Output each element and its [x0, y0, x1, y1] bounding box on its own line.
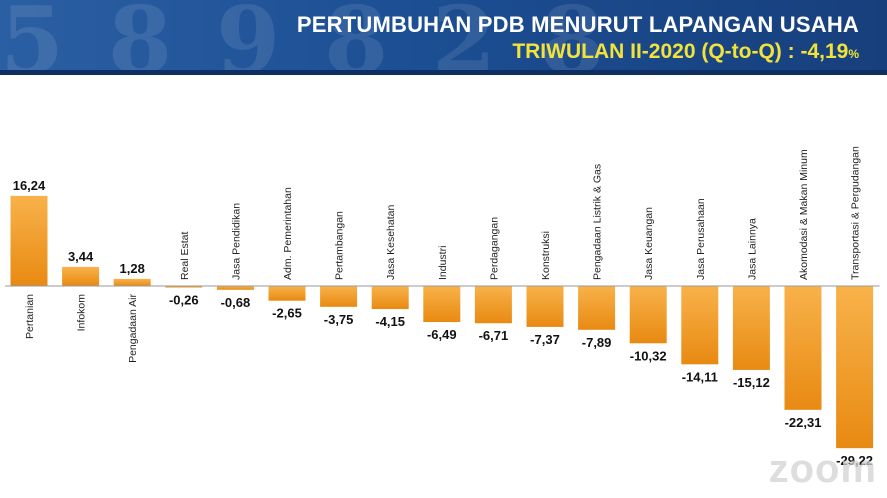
value-label-pengadaan-air: 1,28 — [120, 261, 145, 276]
bar-chart: 16,24 Pertanian 3,44 Infokom 1,28 Pengadaan A… — [5, 146, 880, 468]
zoom-watermark: zoom — [768, 447, 877, 491]
bar-jasa-kesehatan — [371, 286, 409, 310]
value-label-jasa-perusahaan: -14,11 — [682, 369, 718, 384]
bar-konstruksi — [526, 286, 564, 327]
page-subtitle: TRIWULAN II-2020 (Q-to-Q) : -4,19% — [512, 40, 859, 64]
value-label-perdagangan: -6,71 — [479, 328, 509, 343]
category-label-industri: Industri — [437, 246, 449, 280]
category-label-real-estat: Real Estat — [179, 231, 191, 280]
value-label-pertambangan: -3,75 — [324, 312, 354, 327]
value-label-jasa-kesehatan: -4,15 — [375, 314, 405, 329]
value-label-pertanian: 16,24 — [13, 178, 46, 193]
page-title: PERTUMBUHAN PDB MENURUT LAPANGAN USAHA — [296, 12, 859, 37]
category-label-jasa-keuangan: Jasa Keuangan — [643, 207, 655, 280]
bar-real-estat — [165, 286, 203, 288]
bar-pertambangan — [320, 286, 358, 307]
bar-transportasi-and-pergudangan — [836, 286, 874, 449]
bar-jasa-lainnya — [732, 286, 770, 370]
category-label-jasa-perusahaan: Jasa Perusahaan — [695, 198, 707, 280]
bar-perdagangan — [474, 286, 512, 324]
category-label-perdagangan: Perdagangan — [488, 217, 500, 280]
header-decoration: 5 8 9 8 2 8 — [0, 0, 611, 75]
bar-pengadaan-air — [113, 278, 151, 286]
bar-infokom — [62, 266, 100, 286]
category-label-pengadaan-air: Pengadaan Air — [127, 294, 139, 363]
category-label-transportasi-and-pergudangan: Transportasi & Pergudangan — [850, 146, 862, 280]
value-label-pengadaan-listrik-and-gas: -7,89 — [582, 335, 612, 350]
category-label-adm-pemerintahan: Adm. Pemerintahan — [282, 187, 294, 280]
bar-jasa-pendidikan — [216, 286, 254, 290]
bar-adm-pemerintahan — [268, 286, 306, 301]
category-label-konstruksi: Konstruksi — [540, 231, 552, 280]
category-label-pengadaan-listrik-and-gas: Pengadaan Listrik & Gas — [592, 164, 604, 280]
value-label-adm-pemerintahan: -2,65 — [272, 306, 302, 321]
bar-jasa-perusahaan — [681, 286, 719, 365]
category-label-pertanian: Pertanian — [24, 294, 36, 339]
bar-pertanian — [10, 195, 48, 286]
value-label-jasa-pendidikan: -0,68 — [221, 295, 251, 310]
header-bottom-stripe — [0, 70, 887, 75]
value-label-jasa-lainnya: -15,12 — [733, 375, 770, 390]
category-label-pertambangan: Pertambangan — [334, 211, 346, 280]
bar-industri — [423, 286, 461, 323]
value-label-jasa-keuangan: -10,32 — [630, 348, 667, 363]
value-label-infokom: 3,44 — [68, 249, 94, 264]
header-banner: 5 8 9 8 2 8 PERTUMBUHAN PDB MENURUT LAPA… — [0, 0, 887, 75]
bar-pengadaan-listrik-and-gas — [578, 286, 616, 330]
bar-akomodasi-and-makan-minum — [784, 286, 822, 410]
category-label-jasa-pendidikan: Jasa Pendidikan — [230, 203, 242, 280]
value-label-real-estat: -0,26 — [169, 293, 199, 308]
value-label-industri: -6,49 — [427, 327, 457, 342]
subtitle-text: TRIWULAN II-2020 (Q-to-Q) : -4,19 — [512, 40, 849, 63]
value-label-akomodasi-and-makan-minum: -22,31 — [785, 415, 822, 430]
value-label-konstruksi: -7,37 — [530, 332, 560, 347]
value-label-transportasi-and-pergudangan: -29,22 — [836, 453, 873, 468]
bar-jasa-keuangan — [629, 286, 667, 344]
subtitle-unit: % — [848, 47, 859, 61]
category-label-jasa-kesehatan: Jasa Kesehatan — [385, 205, 397, 280]
category-label-akomodasi-and-makan-minum: Akomodasi & Makan Minum — [798, 149, 810, 280]
category-label-infokom: Infokom — [76, 294, 88, 332]
category-label-jasa-lainnya: Jasa Lainnya — [746, 218, 758, 280]
